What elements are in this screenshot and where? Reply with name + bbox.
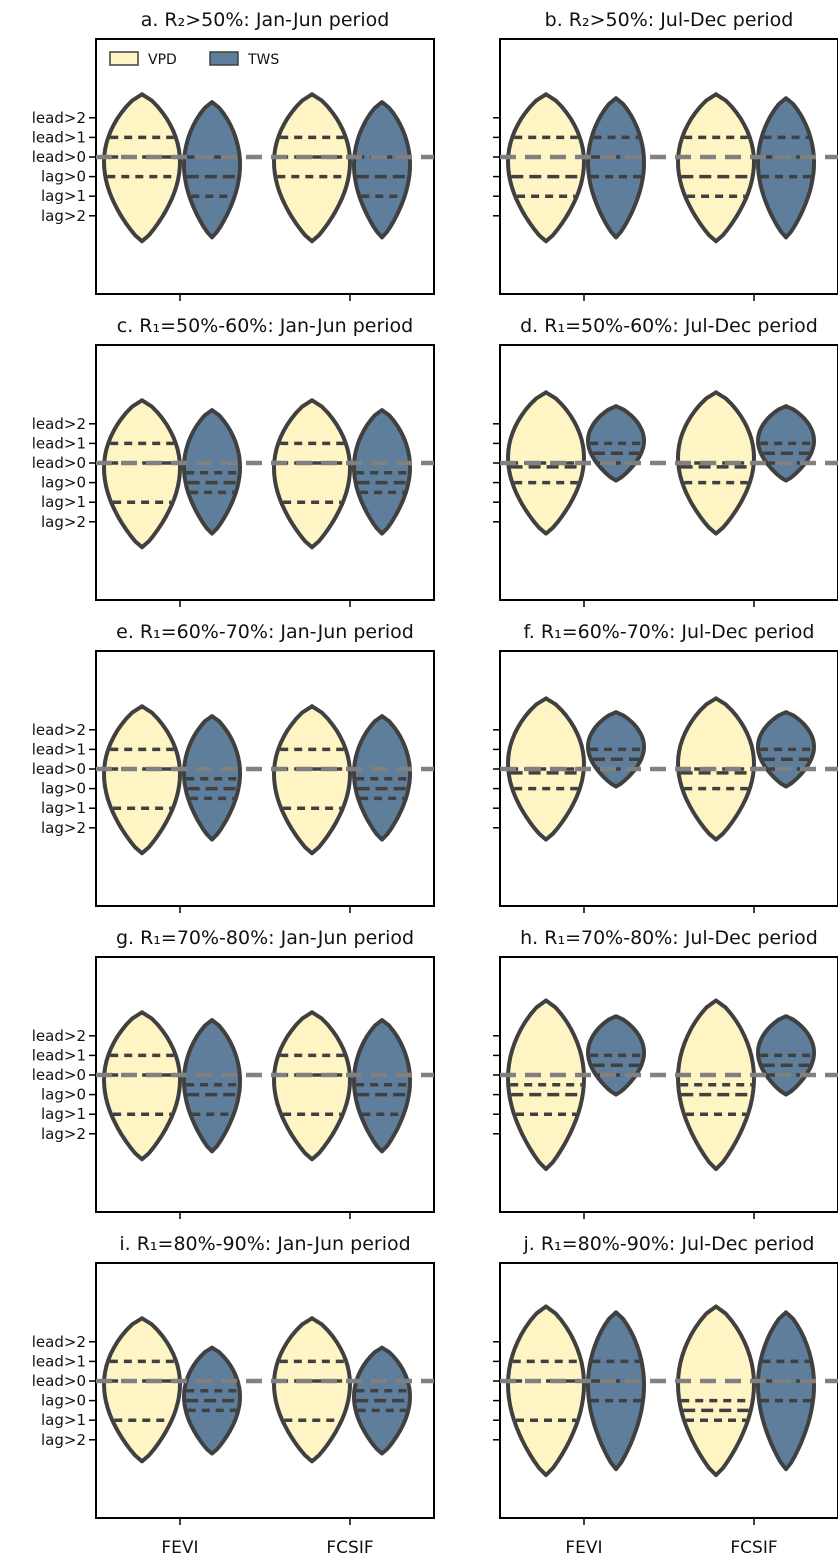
violin-tws-fcsif xyxy=(756,1310,816,1472)
violin-tws-fcsif xyxy=(756,96,816,240)
y-tick-label: lag>2 xyxy=(41,819,86,837)
panel-title: i. R₁=80%-90%: Jan-Jun period xyxy=(119,1233,410,1255)
violin-vpd-fcsif xyxy=(272,92,352,244)
axes-frame xyxy=(95,956,435,1213)
legend-label-tws: TWS xyxy=(247,52,279,68)
axes-frame xyxy=(95,38,435,295)
panel-title: b. R₂>50%: Jul-Dec period xyxy=(545,9,794,31)
axes-frame xyxy=(95,1262,435,1519)
y-tick-label: lag>1 xyxy=(41,1411,86,1429)
legend: VPD TWS xyxy=(109,51,279,68)
y-tick-label: lag>2 xyxy=(41,513,86,531)
x-tick-label: FEVI xyxy=(565,1538,602,1558)
panel-title: g. R₁=70%-80%: Jan-Jun period xyxy=(116,927,414,949)
panel-h: h. R₁=70%-80%: Jul-Dec period xyxy=(493,927,838,1219)
x-tick-label: FCSIF xyxy=(730,1538,777,1558)
axes-frame xyxy=(499,38,838,295)
panel-f: f. R₁=60%-70%: Jul-Dec period xyxy=(493,621,838,913)
y-tick-label: lead>2 xyxy=(32,1333,86,1351)
axes-frame xyxy=(499,650,838,907)
y-tick-label: lead>0 xyxy=(32,148,86,166)
panel-title: d. R₁=50%-60%: Jul-Dec period xyxy=(520,315,818,337)
violin-tws-fevi xyxy=(182,100,242,240)
y-tick-label: lag>2 xyxy=(41,1125,86,1143)
violin-vpd-fevi xyxy=(102,398,182,550)
y-tick-label: lead>2 xyxy=(32,415,86,433)
y-tick-label: lead>0 xyxy=(32,1066,86,1084)
y-tick-label: lag>2 xyxy=(41,207,86,225)
y-tick-label: lead>1 xyxy=(32,434,86,452)
panel-d: d. R₁=50%-60%: Jul-Dec period xyxy=(493,315,838,607)
violin-tws-fcsif xyxy=(352,408,412,536)
violin-tws-fevi xyxy=(586,96,646,240)
y-tick-label: lag>0 xyxy=(41,168,86,186)
axes-frame xyxy=(95,650,435,907)
y-tick-label: lead>2 xyxy=(32,109,86,127)
panel-c: c. R₁=50%-60%: Jan-Jun periodlead>2lead>… xyxy=(32,315,435,607)
y-tick-label: lead>2 xyxy=(32,1027,86,1045)
axes-frame xyxy=(499,1262,838,1519)
panel-title: f. R₁=60%-70%: Jul-Dec period xyxy=(524,621,815,643)
panel-title: h. R₁=70%-80%: Jul-Dec period xyxy=(520,927,818,949)
violin-tws-fcsif xyxy=(352,714,412,842)
violin-vpd-fcsif xyxy=(272,704,352,856)
violin-tws-fevi xyxy=(182,1018,242,1154)
y-tick-label: lead>1 xyxy=(32,1046,86,1064)
y-tick-label: lag>1 xyxy=(41,799,86,817)
y-tick-label: lead>1 xyxy=(32,740,86,758)
y-tick-label: lag>2 xyxy=(41,1431,86,1449)
violin-tws-fcsif xyxy=(352,100,412,240)
y-tick-label: lag>0 xyxy=(41,474,86,492)
panel-i: i. R₁=80%-90%: Jan-Jun periodlead>2lead>… xyxy=(32,1233,435,1558)
legend-label-vpd: VPD xyxy=(148,52,177,68)
violin-tws-fevi xyxy=(182,714,242,842)
y-tick-label: lead>0 xyxy=(32,1372,86,1390)
violin-vpd-fevi xyxy=(506,92,586,244)
y-tick-label: lag>1 xyxy=(41,493,86,511)
y-tick-label: lead>1 xyxy=(32,1352,86,1370)
panel-g: g. R₁=70%-80%: Jan-Jun periodlead>2lead>… xyxy=(32,927,435,1219)
violin-tws-fevi xyxy=(586,1310,646,1472)
violin-tws-fevi xyxy=(182,408,242,536)
panel-title: j. R₁=80%-90%: Jul-Dec period xyxy=(523,1233,815,1255)
y-tick-label: lag>0 xyxy=(41,1086,86,1104)
y-tick-label: lead>0 xyxy=(32,760,86,778)
x-tick-label: FCSIF xyxy=(326,1538,373,1558)
axes-frame xyxy=(499,344,838,601)
y-tick-label: lag>0 xyxy=(41,1392,86,1410)
panel-e: e. R₁=60%-70%: Jan-Jun periodlead>2lead>… xyxy=(32,621,435,913)
violin-vpd-fcsif xyxy=(676,92,756,244)
y-tick-label: lag>1 xyxy=(41,1105,86,1123)
y-tick-label: lead>2 xyxy=(32,721,86,739)
legend-swatch-vpd xyxy=(109,51,139,66)
axes-frame xyxy=(499,956,838,1213)
panel-title: a. R₂>50%: Jan-Jun period xyxy=(141,9,390,31)
y-tick-label: lag>1 xyxy=(41,187,86,205)
y-tick-label: lead>1 xyxy=(32,128,86,146)
violin-vpd-fevi xyxy=(102,1316,182,1464)
violin-vpd-fevi xyxy=(102,92,182,244)
violin-vpd-fcsif xyxy=(272,1316,352,1464)
axes-frame xyxy=(95,344,435,601)
violin-vpd-fevi xyxy=(102,1010,182,1162)
violin-tws-fcsif xyxy=(352,1018,412,1154)
violin-vpd-fevi xyxy=(506,1304,586,1478)
violin-vpd-fevi xyxy=(102,704,182,856)
panel-j: j. R₁=80%-90%: Jul-Dec period FEVI FCSIF xyxy=(493,1233,838,1558)
y-tick-label: lead>0 xyxy=(32,454,86,472)
violin-vpd-fcsif xyxy=(676,1304,756,1478)
legend-swatch-tws xyxy=(209,51,239,66)
violin-vpd-fcsif xyxy=(272,1010,352,1162)
x-tick-label: FEVI xyxy=(161,1538,198,1558)
panel-title: e. R₁=60%-70%: Jan-Jun period xyxy=(116,621,414,643)
violin-vpd-fcsif xyxy=(272,398,352,550)
panel-b: b. R₂>50%: Jul-Dec period xyxy=(493,9,838,301)
y-tick-label: lag>0 xyxy=(41,780,86,798)
panel-title: c. R₁=50%-60%: Jan-Jun period xyxy=(117,315,413,337)
